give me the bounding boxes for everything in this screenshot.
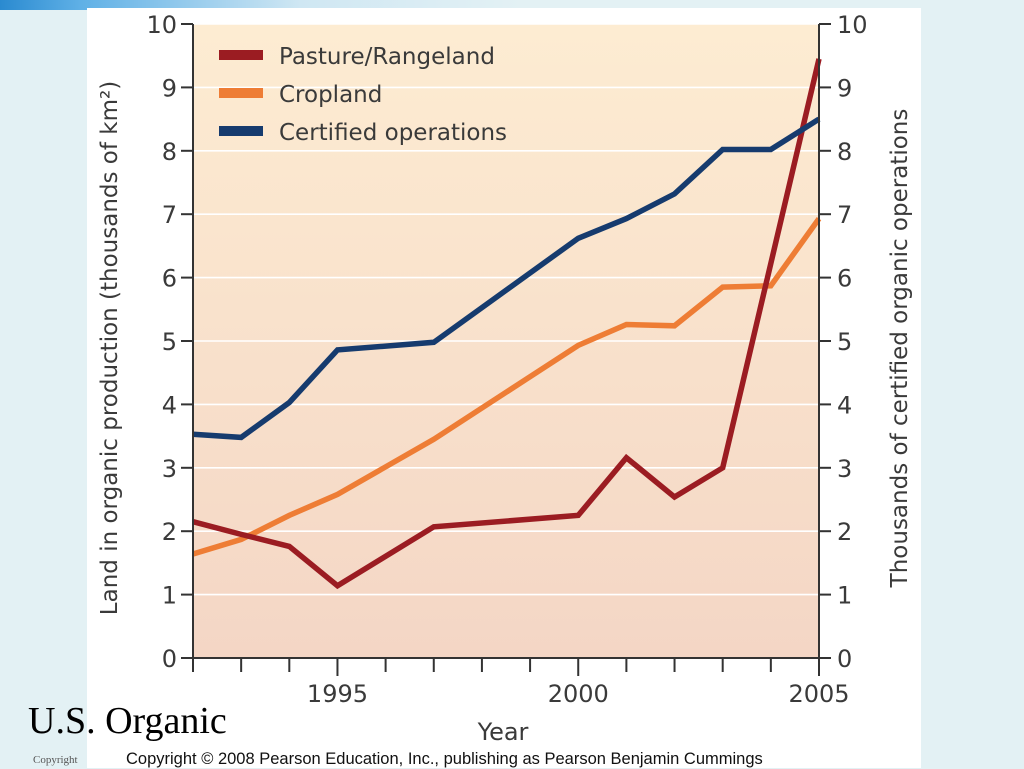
slide-title: U.S. Organic (28, 700, 227, 742)
right-y-tick-label: 2 (837, 518, 852, 546)
left-y-tick-label: 8 (162, 138, 177, 166)
right-axis-title: Thousands of certified organic operation… (887, 109, 913, 589)
right-y-tick-label: 9 (837, 74, 852, 102)
legend: Pasture/Rangeland Cropland Certified ope… (219, 44, 507, 146)
right-y-tick-label: 6 (837, 265, 852, 293)
left-y-tick-label: 5 (162, 328, 177, 356)
left-y-tick-label: 0 (162, 645, 177, 673)
right-y-tick-label: 4 (837, 391, 852, 419)
legend-label-pasture: Pasture/Rangeland (279, 44, 495, 70)
right-y-tick-label: 10 (837, 11, 868, 39)
series-line-certified-operations (192, 116, 821, 441)
series-line-pasture-rangeland (192, 58, 822, 590)
axis-ticks: 0 0 1 1 2 2 3 3 4 4 5 5 6 6 7 7 8 8 9 9 10 10 1995 2000 2005 (146, 11, 867, 708)
gridlines (193, 23, 819, 596)
left-axis-title: Land in organic production (thousands of… (97, 81, 123, 615)
legend-swatch-pasture (219, 50, 263, 60)
legend-label-cropland: Cropland (279, 82, 382, 108)
legend-swatch-cropland (219, 88, 263, 98)
x-tick-label: 2000 (548, 680, 609, 708)
x-tick-label: 2005 (788, 680, 849, 708)
line-chart: 0 0 1 1 2 2 3 3 4 4 5 5 6 6 7 7 8 8 9 9 10 10 1995 2000 2005 Lan… (97, 11, 913, 746)
chart-panel: 0 0 1 1 2 2 3 3 4 4 5 5 6 6 7 7 8 8 9 9 10 10 1995 2000 2005 Lan… (87, 8, 921, 768)
left-y-tick-label: 2 (162, 518, 177, 546)
legend-label-operations: Certified operations (279, 120, 507, 146)
left-y-tick-label: 10 (146, 11, 177, 39)
left-y-tick-label: 4 (162, 391, 177, 419)
left-y-tick-label: 7 (162, 201, 177, 229)
right-y-tick-label: 5 (837, 328, 852, 356)
copyright-small: Copyright (33, 754, 78, 766)
left-y-tick-label: 9 (162, 74, 177, 102)
x-axis-title: Year (477, 718, 529, 746)
left-y-tick-label: 3 (162, 455, 177, 483)
copyright-notice: Copyright © 2008 Pearson Education, Inc.… (126, 750, 763, 768)
right-y-tick-label: 8 (837, 138, 852, 166)
right-y-tick-label: 3 (837, 455, 852, 483)
legend-swatch-operations (219, 126, 263, 136)
right-y-tick-label: 7 (837, 201, 852, 229)
x-tick-label: 1995 (307, 680, 368, 708)
right-y-tick-label: 0 (837, 645, 852, 673)
slide-top-bar (0, 0, 1024, 10)
left-y-tick-label: 6 (162, 265, 177, 293)
left-y-tick-label: 1 (162, 582, 177, 610)
series-lines (192, 58, 822, 590)
series-line-cropland (192, 216, 822, 557)
right-y-tick-label: 1 (837, 582, 852, 610)
